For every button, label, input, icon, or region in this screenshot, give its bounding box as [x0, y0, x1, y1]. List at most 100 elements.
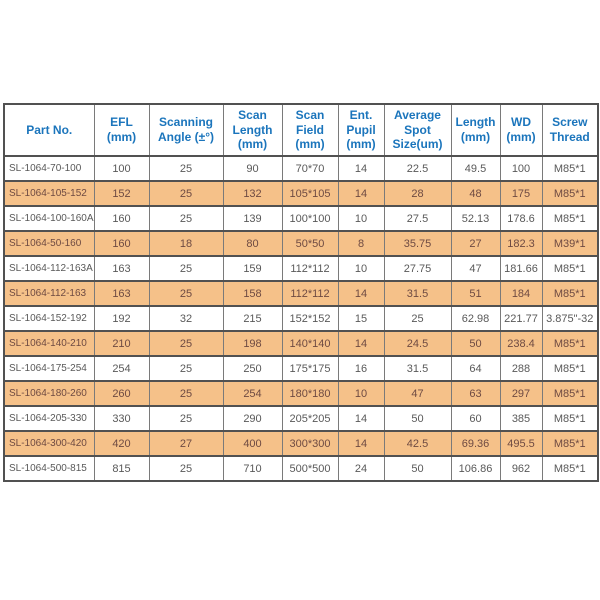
- cell-scan_length: 198: [222, 330, 283, 357]
- cell-efl: 330: [93, 405, 150, 432]
- spec-table-row: SL-1064-205-330 330 25 290 205*205 14 50 60 385 M…: [3, 405, 599, 432]
- cell-wd: 288: [499, 355, 543, 382]
- cell-ent_pupil: 10: [337, 205, 385, 232]
- cell-wd: 181.66: [499, 255, 543, 282]
- cell-length: 52.13: [450, 205, 501, 232]
- cell-part_no: SL-1064-500-815: [3, 455, 95, 482]
- cell-efl: 163: [93, 280, 150, 307]
- cell-scan_field: 112*112: [281, 280, 339, 307]
- cell-screw_thread: M85*1: [541, 180, 599, 207]
- cell-scan_length: 158: [222, 280, 283, 307]
- cell-avg_spot_size: 22.5: [383, 155, 452, 182]
- cell-length: 51: [450, 280, 501, 307]
- spec-table-row: SL-1064-152-192 192 32 215 152*152 15 25 62.98 2…: [3, 305, 599, 332]
- cell-part_no: SL-1064-70-100: [3, 155, 95, 182]
- cell-avg_spot_size: 31.5: [383, 280, 452, 307]
- cell-wd: 962: [499, 455, 543, 482]
- cell-efl: 210: [93, 330, 150, 357]
- cell-scan_length: 400: [222, 430, 283, 457]
- cell-screw_thread: M85*1: [541, 455, 599, 482]
- cell-part_no: SL-1064-140-210: [3, 330, 95, 357]
- table-body: SL-1064-70-100 100 25 90 70*70 14 22.5 49.5 100 M…: [3, 155, 599, 482]
- cell-ent_pupil: 16: [337, 355, 385, 382]
- spec-table-row: SL-1064-500-815 815 25 710 500*500 24 50 106.86…: [3, 455, 599, 482]
- cell-scan_field: 50*50: [281, 230, 339, 257]
- cell-part_no: SL-1064-112-163A: [3, 255, 95, 282]
- cell-length: 47: [450, 255, 501, 282]
- cell-avg_spot_size: 47: [383, 380, 452, 407]
- cell-ent_pupil: 24: [337, 455, 385, 482]
- cell-scan_length: 132: [222, 180, 283, 207]
- cell-wd: 238.4: [499, 330, 543, 357]
- cell-avg_spot_size: 24.5: [383, 330, 452, 357]
- cell-efl: 254: [93, 355, 150, 382]
- cell-ent_pupil: 14: [337, 330, 385, 357]
- cell-efl: 100: [93, 155, 150, 182]
- cell-screw_thread: M85*1: [541, 330, 599, 357]
- spec-table-row: SL-1064-140-210 210 25 198 140*140 14 24.5 50 23…: [3, 330, 599, 357]
- cell-scanning_angle: 27: [148, 430, 224, 457]
- spec-table-row: SL-1064-70-100 100 25 90 70*70 14 22.5 49.5 100 M…: [3, 155, 599, 182]
- cell-screw_thread: M39*1: [541, 230, 599, 257]
- column-header-part_no: Part No.: [3, 103, 95, 157]
- cell-efl: 160: [93, 230, 150, 257]
- cell-ent_pupil: 14: [337, 180, 385, 207]
- cell-avg_spot_size: 42.5: [383, 430, 452, 457]
- cell-length: 60: [450, 405, 501, 432]
- cell-scan_length: 80: [222, 230, 283, 257]
- cell-scanning_angle: 25: [148, 155, 224, 182]
- cell-wd: 184: [499, 280, 543, 307]
- cell-length: 63: [450, 380, 501, 407]
- cell-avg_spot_size: 50: [383, 405, 452, 432]
- cell-ent_pupil: 14: [337, 430, 385, 457]
- lens-spec-table: Part No. EFL (mm) Scanning Angle (±°) Scan …: [3, 103, 599, 482]
- cell-screw_thread: M85*1: [541, 205, 599, 232]
- column-header-avg_spot_size: Average Spot Size(um): [383, 103, 452, 157]
- spec-table-row: SL-1064-100-160A 160 25 139 100*100 10 27.5 52.…: [3, 205, 599, 232]
- cell-scan_field: 500*500: [281, 455, 339, 482]
- cell-ent_pupil: 14: [337, 405, 385, 432]
- cell-ent_pupil: 10: [337, 255, 385, 282]
- cell-part_no: SL-1064-112-163: [3, 280, 95, 307]
- cell-ent_pupil: 8: [337, 230, 385, 257]
- cell-efl: 163: [93, 255, 150, 282]
- cell-avg_spot_size: 27.5: [383, 205, 452, 232]
- column-header-scanning_angle: Scanning Angle (±°): [148, 103, 224, 157]
- cell-scan_field: 70*70: [281, 155, 339, 182]
- cell-ent_pupil: 14: [337, 155, 385, 182]
- cell-part_no: SL-1064-205-330: [3, 405, 95, 432]
- cell-avg_spot_size: 25: [383, 305, 452, 332]
- cell-screw_thread: M85*1: [541, 430, 599, 457]
- cell-scan_field: 205*205: [281, 405, 339, 432]
- cell-wd: 495.5: [499, 430, 543, 457]
- cell-wd: 385: [499, 405, 543, 432]
- spec-table-row: SL-1064-105-152 152 25 132 105*105 14 28 48 175 M…: [3, 180, 599, 207]
- cell-scanning_angle: 25: [148, 330, 224, 357]
- column-header-screw_thread: Screw Thread: [541, 103, 599, 157]
- cell-ent_pupil: 15: [337, 305, 385, 332]
- cell-scanning_angle: 25: [148, 355, 224, 382]
- cell-scan_field: 175*175: [281, 355, 339, 382]
- cell-scanning_angle: 18: [148, 230, 224, 257]
- cell-scan_field: 100*100: [281, 205, 339, 232]
- cell-length: 64: [450, 355, 501, 382]
- column-header-wd: WD (mm): [499, 103, 543, 157]
- spec-table-row: SL-1064-180-260 260 25 254 180*180 10 47 63 297 M…: [3, 380, 599, 407]
- column-header-ent_pupil: Ent. Pupil (mm): [337, 103, 385, 157]
- cell-scanning_angle: 25: [148, 405, 224, 432]
- cell-part_no: SL-1064-100-160A: [3, 205, 95, 232]
- cell-efl: 420: [93, 430, 150, 457]
- spec-table-row: SL-1064-112-163 163 25 158 112*112 14 31.5 51 18…: [3, 280, 599, 307]
- cell-scanning_angle: 25: [148, 280, 224, 307]
- cell-length: 50: [450, 330, 501, 357]
- cell-length: 106.86: [450, 455, 501, 482]
- cell-scan_field: 140*140: [281, 330, 339, 357]
- cell-scanning_angle: 25: [148, 455, 224, 482]
- cell-scanning_angle: 25: [148, 180, 224, 207]
- cell-efl: 192: [93, 305, 150, 332]
- cell-wd: 178.6: [499, 205, 543, 232]
- cell-screw_thread: M85*1: [541, 405, 599, 432]
- cell-part_no: SL-1064-180-260: [3, 380, 95, 407]
- cell-scan_field: 152*152: [281, 305, 339, 332]
- cell-scan_field: 112*112: [281, 255, 339, 282]
